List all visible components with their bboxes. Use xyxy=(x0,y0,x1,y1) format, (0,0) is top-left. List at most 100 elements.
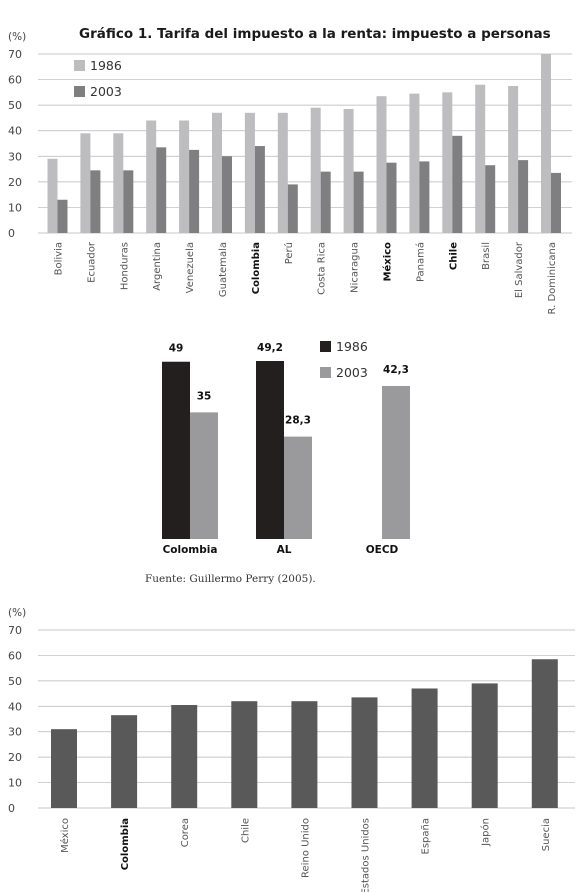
value-label-1986: 49,2 xyxy=(257,342,283,354)
bar-2003 xyxy=(382,385,410,539)
x-tick-label: Corea xyxy=(180,818,191,847)
bar-1986 xyxy=(113,133,124,233)
x-tick-label: Costa Rica xyxy=(317,242,328,295)
bar xyxy=(351,697,378,808)
chart-3-bars xyxy=(51,659,558,808)
bar xyxy=(51,729,77,808)
bar-2003 xyxy=(57,199,68,233)
x-tick-label: Chile xyxy=(240,818,251,843)
bar xyxy=(531,659,558,808)
legend-label-2003: 2003 xyxy=(90,84,122,99)
chart-2-bars xyxy=(162,361,410,539)
x-tick-label: El Salvador xyxy=(514,241,525,298)
chart-2-colombia-al-oecd: 49 35 49,2 28,3 42,3 Colombia AL OECD 1986 200… xyxy=(162,339,410,556)
bar-2003 xyxy=(90,170,101,233)
x-tick-label: Nicaragua xyxy=(350,242,361,293)
x-tick-label: Chile xyxy=(448,242,459,270)
y-tick-label: 0 xyxy=(8,802,15,815)
x-tick-label: Estados Unidos xyxy=(361,818,372,892)
bar-2003 xyxy=(284,436,312,539)
x-tick-label: Honduras xyxy=(119,242,130,290)
chart-2-x-labels: Colombia AL OECD xyxy=(163,544,399,556)
bar-2003 xyxy=(156,147,167,233)
bar-1986 xyxy=(376,96,387,233)
x-tick-label: Guatemala xyxy=(218,242,229,297)
legend-label-1986: 1986 xyxy=(90,58,122,73)
bar-2003 xyxy=(485,165,496,233)
x-tick-label: México xyxy=(382,242,394,282)
y-tick-label: 60 xyxy=(8,649,22,662)
chart-3-tax-rates-international: (%) 0 10 20 30 40 50 60 70 México Colombia Corea C… xyxy=(8,607,575,892)
bar-1986 xyxy=(310,107,321,233)
x-tick-label: Perú xyxy=(283,242,295,264)
chart-3-y-ticks: 0 10 20 30 40 50 60 70 xyxy=(8,624,22,815)
bar-2003 xyxy=(518,160,529,233)
bar-2003 xyxy=(419,161,430,233)
bar-1986 xyxy=(508,85,519,233)
y-tick-label: 10 xyxy=(8,201,22,214)
bar-1986 xyxy=(256,361,284,539)
chart-1-unit-label: (%) xyxy=(8,31,26,43)
bar-2003 xyxy=(353,171,364,233)
bar-2003 xyxy=(320,171,331,233)
y-tick-label: 50 xyxy=(8,99,22,112)
bar-1986 xyxy=(475,84,486,233)
chart-1-legend: 1986 2003 xyxy=(74,58,122,99)
source-note: Fuente: Guillermo Perry (2005). xyxy=(145,573,316,585)
bar-2003 xyxy=(190,412,218,539)
y-tick-label: 70 xyxy=(8,624,22,637)
x-tick-label: Colombia xyxy=(163,544,218,556)
legend-swatch-2003 xyxy=(320,367,331,378)
value-label-2003: 42,3 xyxy=(383,364,409,376)
y-tick-label: 10 xyxy=(8,777,22,790)
bar-1986 xyxy=(244,112,255,233)
y-tick-label: 20 xyxy=(8,176,22,189)
bar xyxy=(291,701,318,808)
y-tick-label: 40 xyxy=(8,700,22,713)
x-tick-label: R. Dominicana xyxy=(547,242,558,315)
bar xyxy=(411,688,438,808)
x-tick-label: Argentina xyxy=(152,242,163,291)
bar-1986 xyxy=(212,112,222,233)
bar-1986 xyxy=(277,112,288,233)
legend-swatch-2003 xyxy=(74,86,85,97)
x-tick-label: Colombia xyxy=(251,242,262,294)
legend-label-2003: 2003 xyxy=(336,365,368,380)
legend-label-1986: 1986 xyxy=(336,339,368,354)
chart-1-bars xyxy=(47,54,561,233)
chart-1-tax-rates-latam: Gráfico 1. Tarifa del impuesto a la rent… xyxy=(8,26,572,315)
value-label-2003: 28,3 xyxy=(285,415,311,427)
x-tick-label: Reino Unido xyxy=(300,818,311,878)
legend-swatch-1986 xyxy=(74,60,85,71)
chart-1-x-labels: Bolivia Ecuador Honduras Argentina Venezuela… xyxy=(54,241,559,314)
bar-2003 xyxy=(386,162,397,233)
chart-1-y-ticks: 0 10 20 30 40 50 60 70 xyxy=(8,48,22,240)
bar-1986 xyxy=(162,361,190,539)
bar-1986 xyxy=(47,158,58,233)
y-tick-label: 20 xyxy=(8,751,22,764)
x-tick-label: AL xyxy=(277,544,292,556)
bar-1986 xyxy=(343,108,354,233)
bar-2003 xyxy=(452,135,463,233)
y-tick-label: 30 xyxy=(8,150,22,163)
bar-1986 xyxy=(179,120,190,233)
bar-2003 xyxy=(254,146,265,233)
chart-2-value-labels: 49 35 49,2 28,3 42,3 xyxy=(169,342,409,427)
bar xyxy=(231,701,258,808)
x-tick-label: Japón xyxy=(480,818,492,847)
bar xyxy=(111,715,138,808)
bar-2003 xyxy=(551,172,561,233)
x-tick-label: Colombia xyxy=(120,818,131,870)
x-tick-label: México xyxy=(59,818,71,853)
y-tick-label: 60 xyxy=(8,74,22,87)
x-tick-label: Ecuador xyxy=(86,241,97,283)
bar xyxy=(171,705,198,808)
chart-3-unit-label: (%) xyxy=(8,607,26,619)
value-label-2003: 35 xyxy=(197,390,212,402)
x-tick-label: Bolivia xyxy=(54,242,65,275)
chart-2-legend: 1986 2003 xyxy=(320,339,368,380)
y-tick-label: 50 xyxy=(8,675,22,688)
bar-2003 xyxy=(189,149,200,233)
y-tick-label: 30 xyxy=(8,726,22,739)
